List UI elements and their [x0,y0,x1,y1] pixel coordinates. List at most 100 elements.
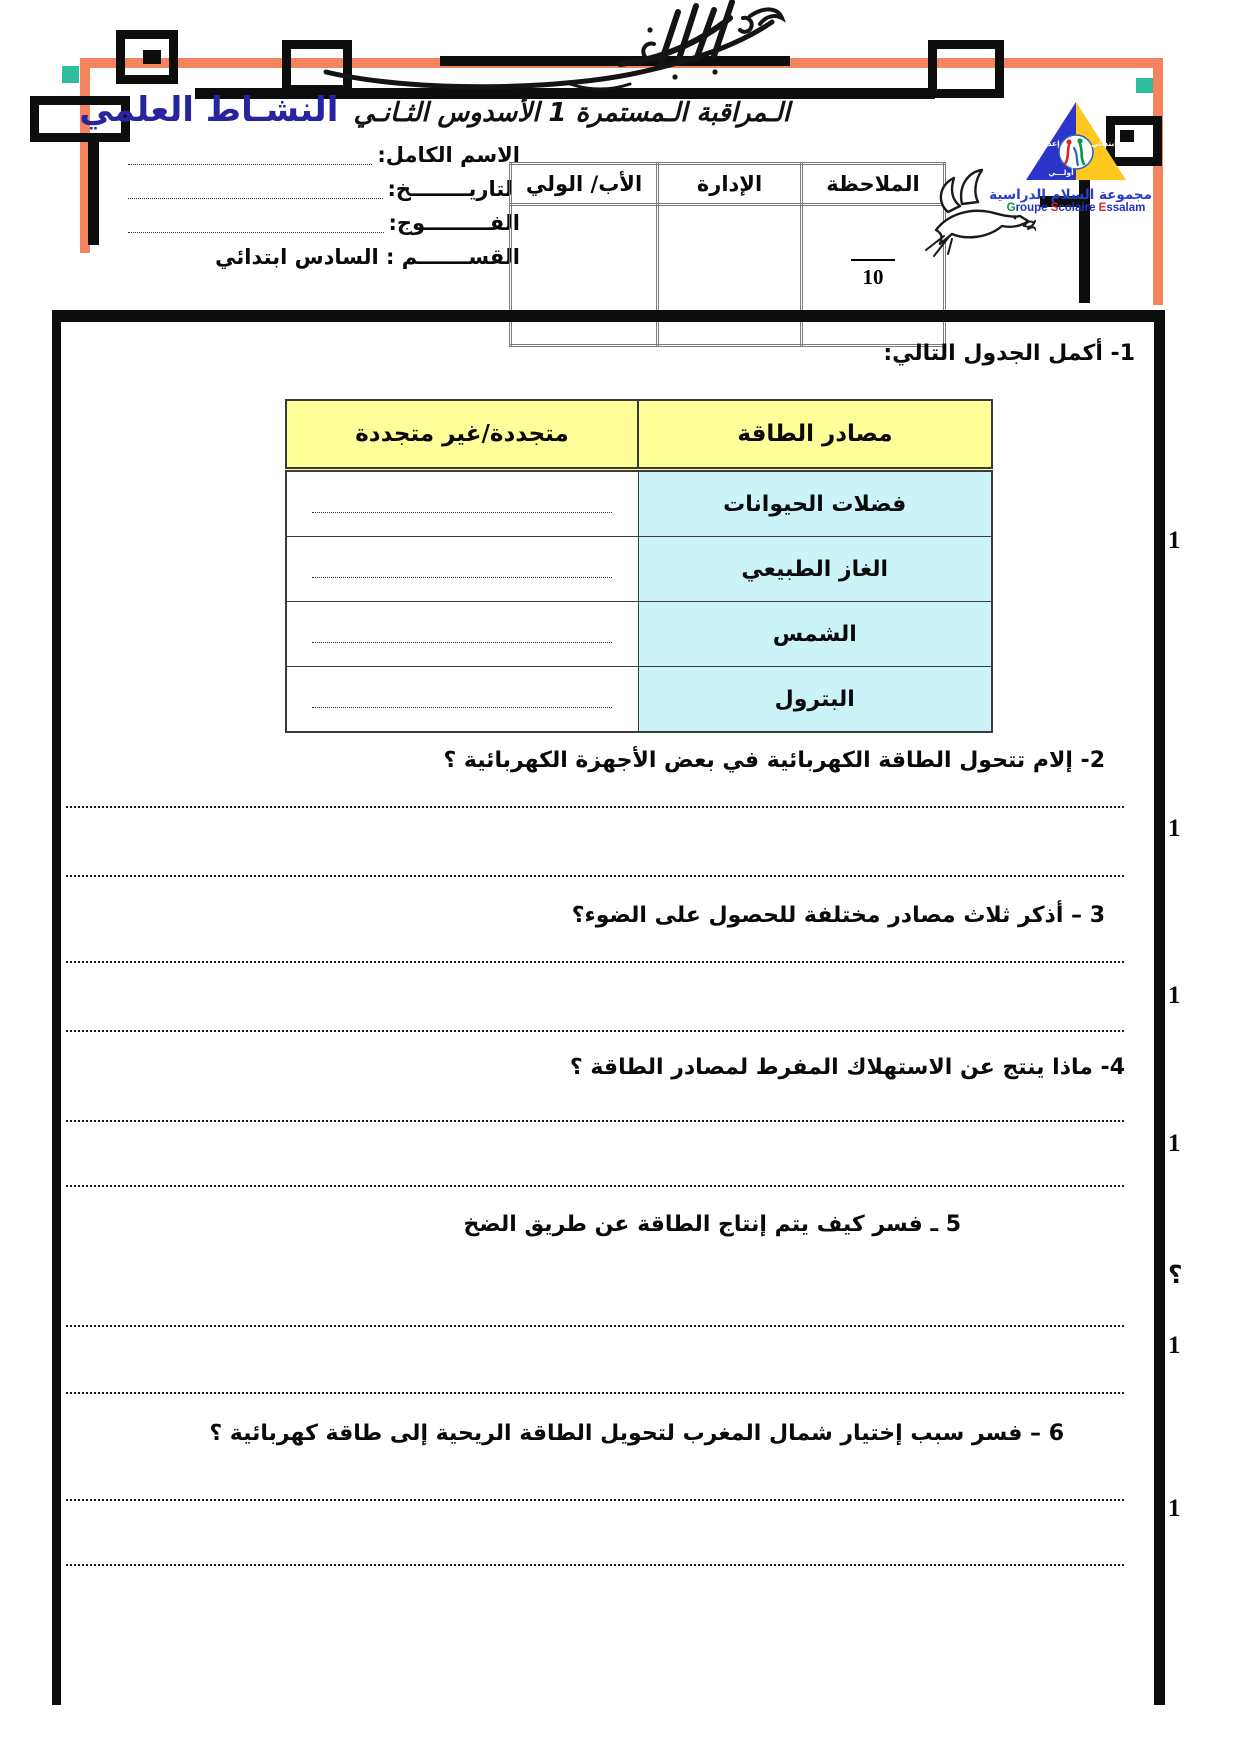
field-label: الفـــــــــوج: [388,211,521,235]
question-4: 4- ماذا ينتج عن الاستهلاك المفرط لمصادر … [569,1055,1125,1080]
answer-line [66,1564,1124,1566]
points-mark-q1: 1 [1168,527,1181,554]
column-header-guardian: الأب/ الولي [509,162,659,206]
energy-sources-table: مصادر الطاقة متجددة/غير متجددة فضلات الح… [285,399,993,733]
field-full-name: الاسم الكامل: [128,141,520,175]
field-label: الاسم الكامل: [377,143,520,167]
answer-line [66,1499,1124,1501]
field-date: التاريــــــــخ: [128,175,520,209]
frame-ornament-key [143,50,161,64]
answer-dotted-line [312,622,613,643]
question-6: 6 – فسر سبب إختيار شمال المغرب لتحويل ال… [209,1421,1064,1446]
school-logo: إبتدائي إعدادي أولـــي مجموعة السلام الد… [989,100,1152,214]
frame-ornament-key [282,40,352,94]
question-1: 1- أكمل الجدول التالي: [883,341,1135,366]
energy-column-header-renewable: متجددة/غير متجددة [285,399,639,472]
column-header-note: الملاحظة [800,162,946,206]
answer-cell [285,536,639,602]
energy-source-petroleum: البترول [637,666,993,733]
energy-column-header-source: مصادر الطاقة [637,399,993,472]
energy-source-animal-waste: فضلات الحيوانات [637,469,993,537]
school-name-part: colaire [1058,202,1099,215]
answer-line [66,1185,1124,1187]
question5-overflow-mark: ؟ [1168,1262,1183,1289]
exam-title-prefix: الـمراقبة الـمستمرة 1 الأسدوس الثـانـي [353,98,790,128]
logo-level-preschool: أولـــي [1048,167,1073,177]
field-write-line [128,141,373,165]
exam-title-subject: النشـاط العلمي [79,90,339,130]
guardian-cell [509,203,659,347]
answer-line [66,806,1124,808]
school-name-letter: G [1006,202,1016,215]
frame-ornament-bar [195,88,935,99]
table-row: الغاز الطبيعي [285,536,993,602]
answer-line [66,1120,1124,1122]
admin-signature-table: الملاحظة الإدارة الأب/ الولي 10 [509,162,946,347]
frame-ornament-key [116,30,178,84]
administration-cell [656,203,803,347]
field-label: التاريــــــــخ: [387,177,520,201]
score-fraction: 10 [851,259,895,290]
answer-line [66,1030,1124,1032]
question-5: 5 ـ فسر كيف يتم إنتاج الطاقة عن طريق الض… [463,1212,961,1237]
school-name-french: Groupe Scolaire Essalam [1000,202,1152,214]
school-name-part: roupe [1015,202,1051,215]
table-row: البترول [285,666,993,733]
content-border-top [52,310,1164,322]
school-name-part: ssalam [1106,202,1146,215]
frame-ornament-key [1106,116,1162,166]
note-score-cell: 10 [800,203,946,347]
field-write-line [128,175,383,199]
content-border-right [1154,310,1165,1705]
frame-orange-left [80,58,90,253]
answer-cell [285,469,639,537]
points-mark-q6: 1 [1168,1495,1181,1522]
field-group: الفـــــــــوج: [128,209,520,243]
answer-dotted-line [312,557,613,578]
column-header-administration: الإدارة [656,162,803,206]
school-name-letter: E [1098,202,1107,215]
energy-source-natural-gas: الغاز الطبيعي [637,536,993,602]
question-3: 3 – أذكر ثلاث مصادر مختلفة للحصول على ال… [571,903,1105,928]
table-row: الشمس [285,601,993,667]
frame-orange-right [1153,58,1163,305]
logo-level-middle: إعدادي [1034,139,1059,148]
energy-source-sun: الشمس [637,601,993,667]
answer-line [66,875,1124,877]
frame-teal-accent [62,66,79,83]
page-title: الـمراقبة الـمستمرة 1 الأسدوس الثـانـي ا… [79,90,790,130]
score-denominator: 10 [862,265,884,289]
school-name-arabic: مجموعة السلام الدراسية [989,187,1152,203]
table-row: فضلات الحيوانات [285,469,993,537]
frame-ornament-bar [440,56,790,66]
points-mark-q2: 1 [1168,815,1181,842]
frame-ornament-key [1120,130,1134,142]
answer-cell [285,601,639,667]
points-mark-q5: 1 [1168,1332,1181,1359]
frame-ornament-bar [88,142,99,245]
answer-cell [285,666,639,733]
answer-dotted-line [312,687,613,708]
field-class: القســـــــم : السادس ابتدائي [128,243,520,277]
logo-level-primary: إبتدائي [1091,139,1117,148]
frame-teal-accent [1136,78,1153,93]
frame-ornament-bar [1040,196,1085,207]
school-name-letter: S [1050,202,1059,215]
content-border-left [52,310,61,1705]
student-info-fields: الاسم الكامل: التاريــــــــخ: الفــــــ… [128,141,520,277]
frame-ornament-key [30,96,130,142]
answer-dotted-line [312,492,613,513]
bismillah-calligraphy [320,0,790,98]
question-2: 2- إلام تتحول الطاقة الكهربائية في بعض ا… [443,748,1105,773]
score-numerator-line [851,259,895,265]
answer-line [66,1392,1124,1394]
points-mark-q4: 1 [1168,1130,1181,1157]
frame-ornament-bar [1079,158,1090,303]
school-logo-triangle: إبتدائي إعدادي أولـــي [1026,102,1126,180]
field-write-line [128,209,384,233]
frame-ornament-key [928,40,1004,98]
peace-dove-drawing [918,166,1037,264]
answer-line [66,1325,1124,1327]
points-mark-q3: 1 [1168,982,1181,1009]
